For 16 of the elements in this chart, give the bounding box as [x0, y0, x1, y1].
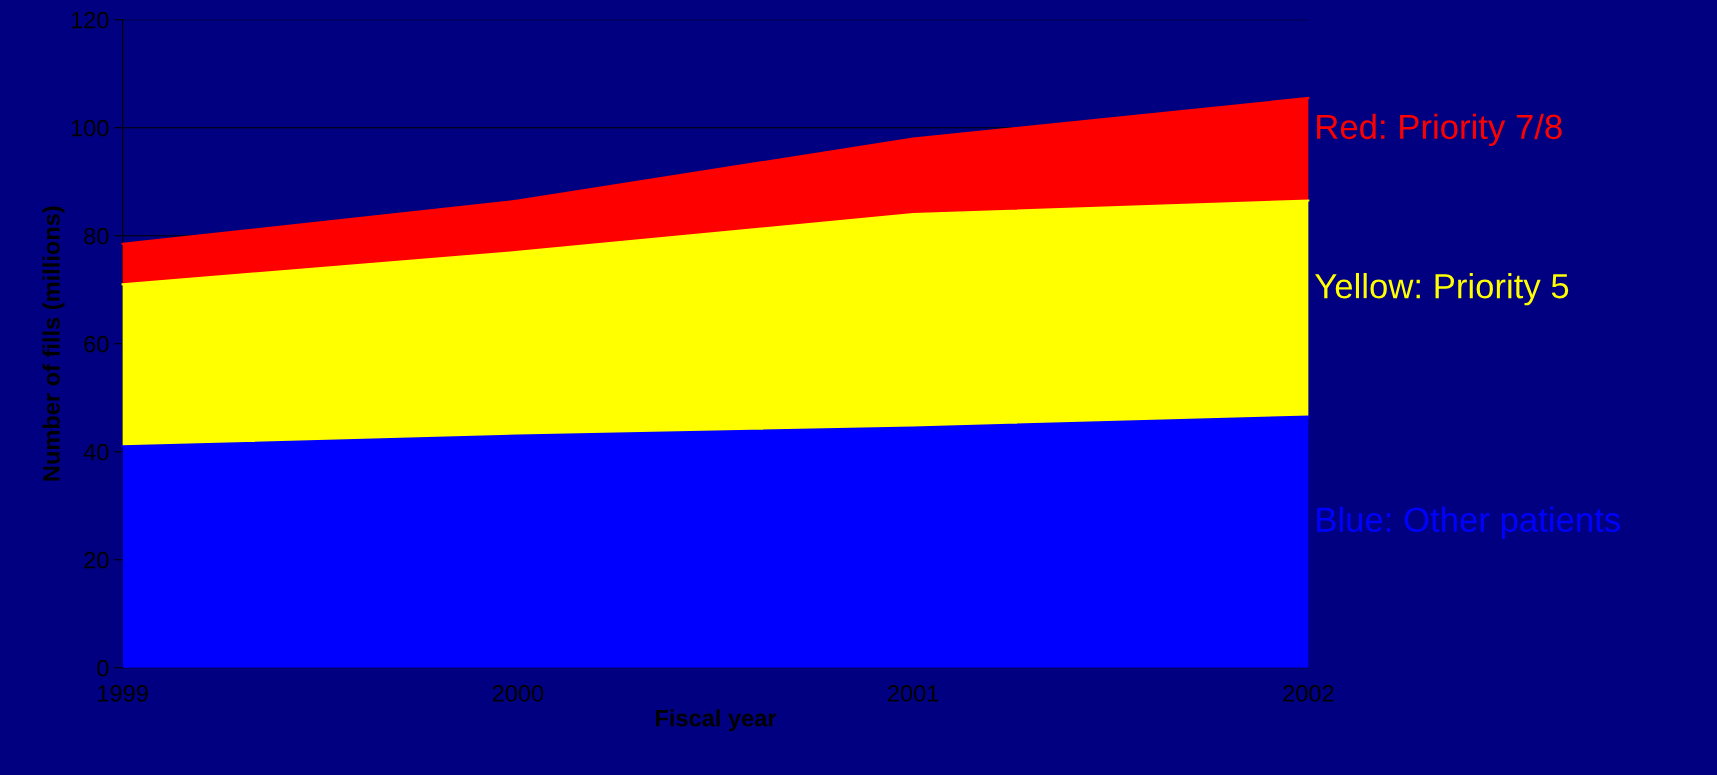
- series-label: Red: Priority 7/8: [1317, 113, 1562, 147]
- series-label: Blue: Other patients: [1317, 506, 1620, 539]
- y-tick-label: 0: [97, 659, 109, 677]
- y-tick-label: 100: [71, 119, 109, 137]
- x-tick-label: 1999: [98, 685, 148, 702]
- x-tick-label: 2000: [492, 685, 544, 702]
- y-tick-label: 40: [83, 443, 109, 461]
- x-axis-title: Fiscal year: [656, 709, 777, 732]
- y-tick-label: 20: [84, 551, 109, 569]
- series-label: Yellow: Priority 5: [1315, 272, 1569, 306]
- y-axis-title: Number of fills (millions): [42, 206, 65, 481]
- x-tick-label: 2002: [1283, 685, 1334, 702]
- x-tick-label: 2001: [888, 685, 939, 702]
- y-tick-label: 60: [84, 335, 109, 353]
- y-tick-label: 120: [71, 11, 109, 29]
- y-tick-label: 80: [84, 227, 109, 245]
